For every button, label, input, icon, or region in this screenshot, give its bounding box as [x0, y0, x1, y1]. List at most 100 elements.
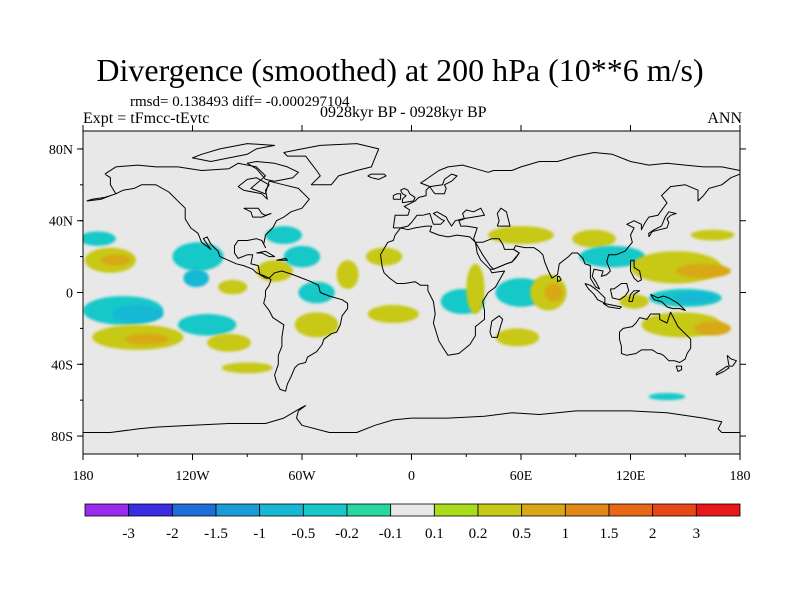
lon-tick-label: 60E [510, 469, 533, 484]
period-label: 0928kyr BP - 0928kyr BP [320, 104, 487, 121]
colorbar-label: 1.5 [600, 526, 619, 542]
coastline-new-zealand-south [715, 365, 730, 376]
coastline-africa [380, 225, 506, 356]
colorbar-swatch [695, 503, 741, 517]
anomaly-patch [124, 333, 169, 345]
coastline-alaska-islands [86, 193, 117, 202]
coastline-cuba [256, 250, 276, 258]
coastline-arabia-sea-coast [475, 238, 520, 270]
colorbar-label: 0.2 [469, 526, 488, 542]
colorbar-label: -0.2 [335, 526, 359, 542]
colorbar-swatch [433, 503, 479, 517]
lat-tick-label: 0 [66, 287, 73, 302]
latitude-axis: 80N 40N 0 40S 80S [49, 143, 746, 445]
anomaly-patch [544, 283, 563, 302]
coastline-canada-arctic [192, 143, 276, 162]
coastline-tasmania [675, 365, 683, 372]
colorbar-swatch [346, 503, 392, 517]
colorbar-label: 0.5 [512, 526, 531, 542]
coastline-hispaniola [276, 257, 288, 261]
coastline-sulawesi [628, 290, 641, 302]
longitude-axis: 180 120W 60W 0 60E 120E 180 [73, 125, 751, 484]
lon-tick-label: 120E [616, 469, 646, 484]
coastline-new-zealand [726, 354, 737, 367]
colorbar-label: 0.1 [425, 526, 444, 542]
coastline-japan [648, 211, 677, 238]
coastline-sri-lanka [557, 275, 562, 283]
coastline-iceland [367, 173, 387, 180]
coastline-great-lakes [243, 207, 272, 218]
colorbar-label: 2 [649, 526, 657, 542]
coastline-philippines [630, 259, 642, 283]
colorbar-label: 3 [693, 526, 701, 542]
colorbar-label: 1 [562, 526, 570, 542]
anomaly-patch [579, 245, 646, 268]
colorbar-swatch [302, 503, 348, 517]
coastline-eurasia [392, 152, 740, 290]
experiment-label: Expt = tFmcc-tEvtc [83, 110, 210, 127]
anomaly-patch [101, 254, 131, 266]
colorbar-label: -1.5 [204, 526, 228, 542]
coastline-ireland [392, 193, 402, 200]
anomaly-patch [336, 260, 359, 289]
lat-tick-label: 40N [49, 215, 73, 230]
coastline-new-guinea [650, 293, 686, 311]
colorbar-swatch [215, 503, 261, 517]
anomaly-patch [365, 247, 403, 266]
anomaly-patch [294, 312, 339, 338]
anomaly-patch [495, 328, 540, 347]
season-label: ANN [707, 110, 742, 127]
colorbar-swatch [390, 503, 435, 517]
colorbar-swatch [259, 503, 304, 517]
colorbar-swatch [608, 503, 654, 517]
anomaly-patch [648, 392, 686, 401]
colorbar-label: -1 [253, 526, 266, 542]
anomaly-patch [177, 314, 237, 336]
lat-tick-label: 40S [51, 358, 73, 373]
colorbar-swatch [477, 503, 523, 517]
anomaly-patch [298, 281, 335, 304]
coastline-antarctica [83, 405, 740, 433]
coastlines [83, 143, 740, 433]
coastline-baffin [246, 161, 299, 182]
anomaly-patch [283, 245, 321, 268]
anomaly-patch [466, 263, 485, 315]
coastline-australia [619, 311, 692, 363]
anomaly-patch [694, 321, 731, 336]
colorbar-swatch [521, 503, 566, 517]
stats-line: rmsd= 0.138493 diff= -0.000297104 [130, 94, 350, 110]
coastline-greenland [283, 143, 380, 186]
coastline-madagascar [489, 315, 504, 338]
colorbar-label: -0.5 [291, 526, 315, 542]
anomaly-patch [183, 269, 209, 288]
anomaly-patch [218, 279, 248, 295]
colorbar-label: -2 [166, 526, 179, 542]
coastline-borneo [609, 283, 630, 301]
anomaly-patch [488, 226, 554, 245]
anomaly-patch [112, 305, 164, 324]
colorbar-label: -3 [122, 526, 135, 542]
anomaly-field [83, 226, 735, 401]
anomaly-patch [265, 226, 302, 245]
lat-tick-label: 80S [51, 430, 73, 445]
colorbar-label: -0.1 [379, 526, 403, 542]
anomaly-patch [676, 263, 731, 279]
lat-tick-label: 80N [49, 143, 73, 158]
coastline-great-britain [400, 187, 416, 204]
map-background [83, 131, 740, 454]
anomaly-patch [619, 294, 649, 309]
plot-title: Divergence (smoothed) at 200 hPa (10**6 … [96, 52, 704, 88]
lon-tick-label: 120W [175, 469, 210, 484]
coastline-south-america [263, 270, 349, 392]
colorbar-swatch [171, 503, 217, 517]
anomaly-patch [256, 260, 293, 282]
colorbar-swatch [84, 503, 130, 517]
colorbar-swatch [564, 503, 610, 517]
coastline-scandinavia-lakes [429, 173, 458, 195]
colorbar: -3 -2 -1.5 -1 -0.5 -0.2 -0.1 0.1 0.2 0.5 1 1.5 2 3 [84, 503, 741, 542]
coastline-caspian [496, 207, 511, 227]
anomaly-patch [690, 229, 735, 241]
coastline-north-america [104, 162, 310, 279]
lon-tick-label: 180 [73, 469, 94, 484]
anomaly-patch [83, 231, 116, 246]
